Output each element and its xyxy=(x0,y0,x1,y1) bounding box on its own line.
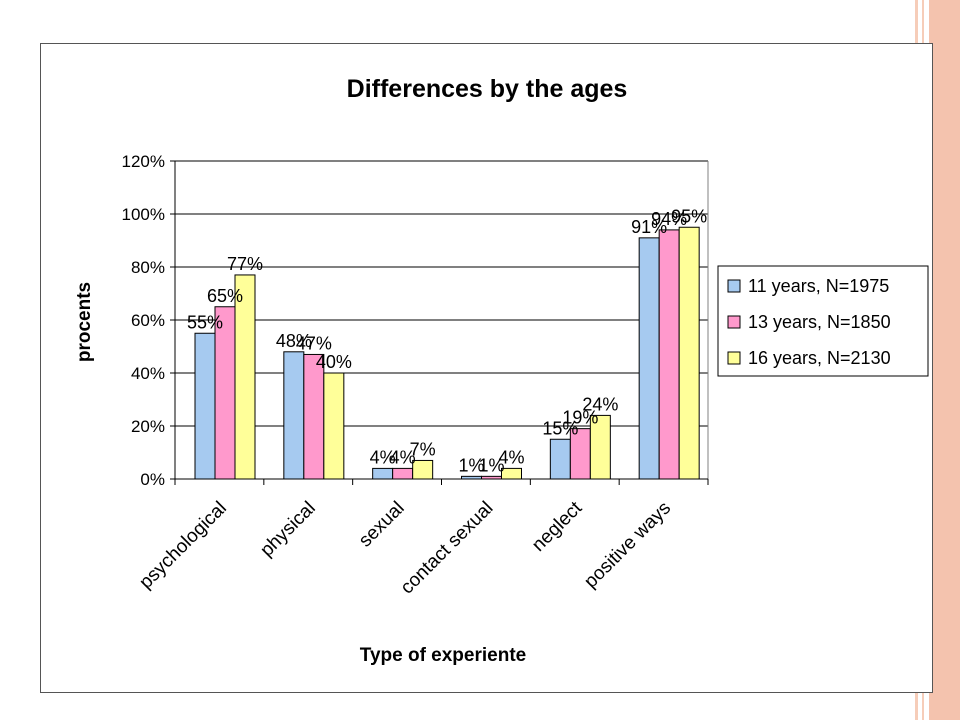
legend-box xyxy=(717,265,929,377)
y-axis-title: procents xyxy=(74,282,95,362)
data-label: 95% xyxy=(671,206,707,226)
bar xyxy=(638,237,660,480)
data-label: 4% xyxy=(370,447,396,467)
data-label: 40% xyxy=(316,352,352,372)
legend: 11 years, N=1975 13 years, N=1850 16 years… xyxy=(717,265,929,377)
y-tick-label: 0% xyxy=(140,470,165,489)
x-tick-label: contact sexual xyxy=(397,498,498,599)
x-tick-label: physical xyxy=(256,498,319,561)
y-tick-label: 80% xyxy=(131,258,165,277)
bar xyxy=(194,332,216,480)
data-label: 65% xyxy=(207,286,243,306)
y-tick-label: 40% xyxy=(131,364,165,383)
legend-label: 13 years, N=1850 xyxy=(748,312,891,332)
data-label: 19% xyxy=(562,408,598,428)
data-label: 24% xyxy=(582,394,618,414)
data-label: 4% xyxy=(498,447,524,467)
bars xyxy=(194,226,700,480)
y-tick-label: 100% xyxy=(122,205,165,224)
x-axis-title: Type of experiente xyxy=(360,645,526,666)
bar xyxy=(283,351,305,480)
data-label: 1% xyxy=(458,455,484,475)
x-tick-label: neglect xyxy=(528,497,587,556)
data-label: 48% xyxy=(276,331,312,351)
legend-label: 11 years, N=1975 xyxy=(748,276,889,296)
data-label: 1% xyxy=(478,455,504,475)
legend-label: 16 years, N=2130 xyxy=(748,348,891,368)
bar-chart: Differences by the ages 0% 20% 40% 60% 80% 10… xyxy=(74,75,929,666)
data-label: 4% xyxy=(390,447,416,467)
stripe-dark xyxy=(929,0,960,720)
data-label: 7% xyxy=(410,439,436,459)
x-tick-label: psychological xyxy=(135,498,231,594)
data-label: 55% xyxy=(187,312,223,332)
chart-title: Differences by the ages xyxy=(347,75,628,103)
legend-swatch xyxy=(727,279,741,293)
bar xyxy=(323,372,345,480)
bar xyxy=(549,438,571,480)
data-label: 91% xyxy=(631,217,667,237)
data-label: 47% xyxy=(296,333,332,353)
data-label: 15% xyxy=(542,418,578,438)
y-tick-label: 60% xyxy=(131,311,165,330)
legend-swatch xyxy=(727,315,741,329)
bar xyxy=(214,306,236,480)
bar xyxy=(303,353,325,480)
gridlines xyxy=(175,160,709,479)
legend-swatch xyxy=(727,351,741,365)
y-tick-label: 20% xyxy=(131,417,165,436)
bar xyxy=(658,229,680,480)
y-tick-label: 120% xyxy=(122,152,165,171)
bar xyxy=(392,467,414,480)
bar xyxy=(678,226,700,480)
data-label: 77% xyxy=(227,254,263,274)
data-label: 94% xyxy=(651,209,687,229)
x-tick-label: sexual xyxy=(355,498,409,552)
x-tick-label: positive ways xyxy=(580,498,675,593)
data-labels: 55%48%4% 1%15%91%65%47%4% 1%19%94%77%40%7%… xyxy=(187,206,707,475)
chart-frame: Differences by the ages 0% 20% 40% 60% 80% 10… xyxy=(40,43,933,693)
bar xyxy=(372,467,394,480)
